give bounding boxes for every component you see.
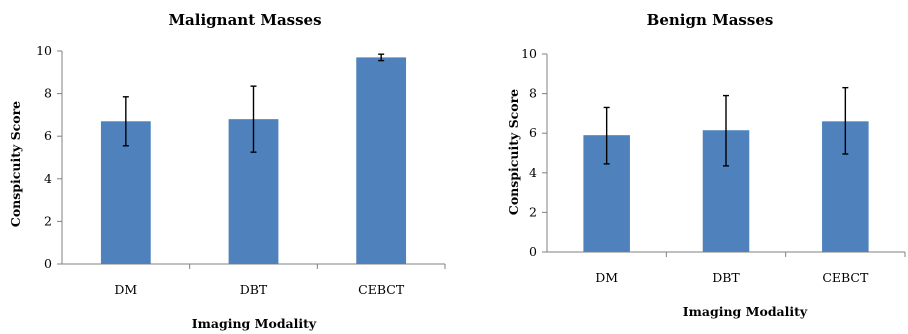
chart-marks: 0 2 4 6 8 10 DM DBT CEBCT <box>36 43 446 297</box>
y-tick-label: 8 <box>44 86 52 101</box>
bar-cebct <box>356 57 407 264</box>
y-tick-label: 10 <box>521 46 537 61</box>
chart-benign-masses: Benign Masses Conspicuity Score Imaging … <box>506 11 906 319</box>
x-category-label: DM <box>595 270 618 285</box>
y-tick-label: 2 <box>529 204 537 219</box>
y-tick-label: 10 <box>36 43 52 58</box>
chart-marks: 0 2 4 6 8 10 DM DBT CEBCT <box>521 46 906 285</box>
x-category-label: CEBCT <box>358 282 405 297</box>
y-axis-label: Conspicuity Score <box>8 101 23 227</box>
y-tick-label: 4 <box>44 171 52 186</box>
x-category-label: DM <box>114 282 137 297</box>
y-tick-label: 6 <box>529 125 537 140</box>
x-category-label: DBT <box>240 282 268 297</box>
x-category-label: CEBCT <box>822 270 869 285</box>
chart-malignant-masses: Malignant Masses Conspicuity Score Imagi… <box>8 11 446 331</box>
chart-title: Malignant Masses <box>168 11 321 29</box>
y-tick-label: 0 <box>529 244 537 259</box>
y-tick-label: 4 <box>529 165 537 180</box>
y-axis-label: Conspicuity Score <box>506 89 521 215</box>
y-tick-label: 8 <box>529 86 537 101</box>
x-axis-label: Imaging Modality <box>683 304 808 319</box>
y-tick-label: 2 <box>44 213 52 228</box>
y-tick-label: 0 <box>44 256 52 271</box>
chart-title: Benign Masses <box>647 11 774 29</box>
y-tick-label: 6 <box>44 128 52 143</box>
x-axis-label: Imaging Modality <box>192 316 317 331</box>
x-category-label: DBT <box>712 270 740 285</box>
